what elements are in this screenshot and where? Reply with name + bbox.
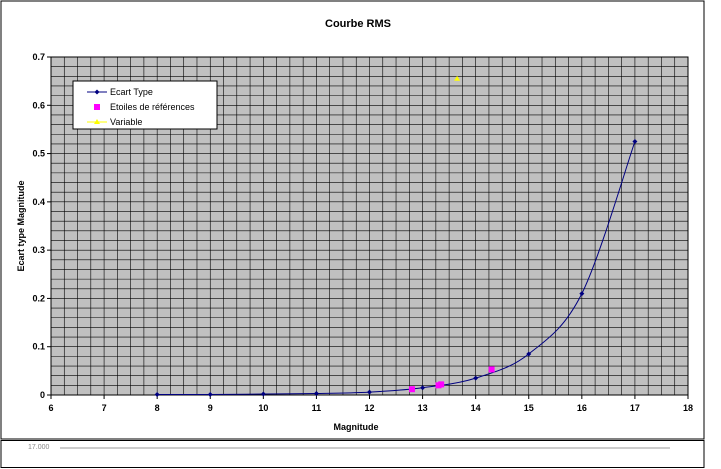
legend: Ecart Type Etoiles de références Variable — [72, 80, 218, 130]
ecart-type-point — [260, 391, 266, 397]
chart-svg: Courbe RMS 0 0.1 0.2 0.3 0.4 0.5 0.6 0.7 6 7 8 9 10… — [0, 0, 705, 440]
y-axis-label: Ecart type Magnitude — [16, 180, 26, 271]
x-tick-label: 10 — [258, 403, 268, 413]
y-tick-label: 0.7 — [32, 52, 45, 62]
bottom-strip-border — [0, 440, 705, 468]
legend-marker-variable — [94, 119, 100, 124]
legend-marker-etoiles-de-r-f-rences — [94, 104, 100, 110]
bottom-text: 17.000 — [28, 444, 50, 451]
x-axis-ticks: 6 7 8 9 10 11 12 13 14 15 16 17 18 — [48, 395, 693, 413]
ecart-type-point — [579, 291, 585, 297]
x-tick-label: 16 — [577, 403, 587, 413]
ecart-type-point — [154, 392, 160, 398]
x-tick-label: 17 — [630, 403, 640, 413]
variable-point — [454, 75, 461, 81]
legend-label-ecart-type: Ecart Type — [110, 87, 153, 97]
y-axis-ticks: 0 0.1 0.2 0.3 0.4 0.5 0.6 0.7 — [32, 52, 51, 400]
ecart-type-point — [526, 351, 532, 357]
x-axis-label: Magnitude — [334, 422, 379, 432]
ecart-type-point — [420, 385, 426, 391]
y-tick-label: 0.4 — [32, 197, 45, 207]
ecart-type-point — [473, 375, 479, 381]
ecart-type-point — [632, 139, 638, 144]
y-tick-label: 0.1 — [32, 342, 45, 352]
ecart-type-point — [367, 389, 372, 395]
legend-label-variable: Variable — [110, 117, 142, 127]
etoiles-de-r-f-rences-point — [408, 386, 415, 393]
y-tick-label: 0.6 — [32, 100, 45, 110]
ecart-type-point — [313, 391, 319, 397]
x-tick-label: 9 — [208, 403, 213, 413]
x-tick-label: 7 — [102, 403, 107, 413]
legend-label-etoiles-de-r-f-rences: Etoiles de références — [110, 102, 195, 112]
x-tick-label: 15 — [524, 403, 534, 413]
etoiles-de-r-f-rences-point — [488, 366, 495, 373]
ecart-type-line — [157, 141, 636, 396]
etoiles-de-r-f-rences-point — [438, 381, 445, 388]
y-tick-label: 0.2 — [32, 293, 45, 303]
series-layer — [154, 75, 638, 398]
y-tick-label: 0 — [40, 390, 45, 400]
x-tick-label: 12 — [364, 403, 374, 413]
x-tick-label: 6 — [48, 403, 53, 413]
bottom-strip — [0, 440, 705, 468]
x-tick-label: 11 — [312, 403, 322, 413]
y-tick-label: 0.5 — [32, 149, 45, 159]
x-tick-label: 8 — [155, 403, 160, 413]
x-tick-label: 18 — [683, 403, 693, 413]
x-tick-label: 14 — [471, 403, 481, 413]
chart-title: Courbe RMS — [325, 18, 391, 30]
legend-marker-ecart-type — [94, 89, 100, 95]
ecart-type-point — [207, 392, 213, 398]
x-tick-label: 13 — [418, 403, 428, 413]
y-tick-label: 0.3 — [32, 245, 45, 255]
